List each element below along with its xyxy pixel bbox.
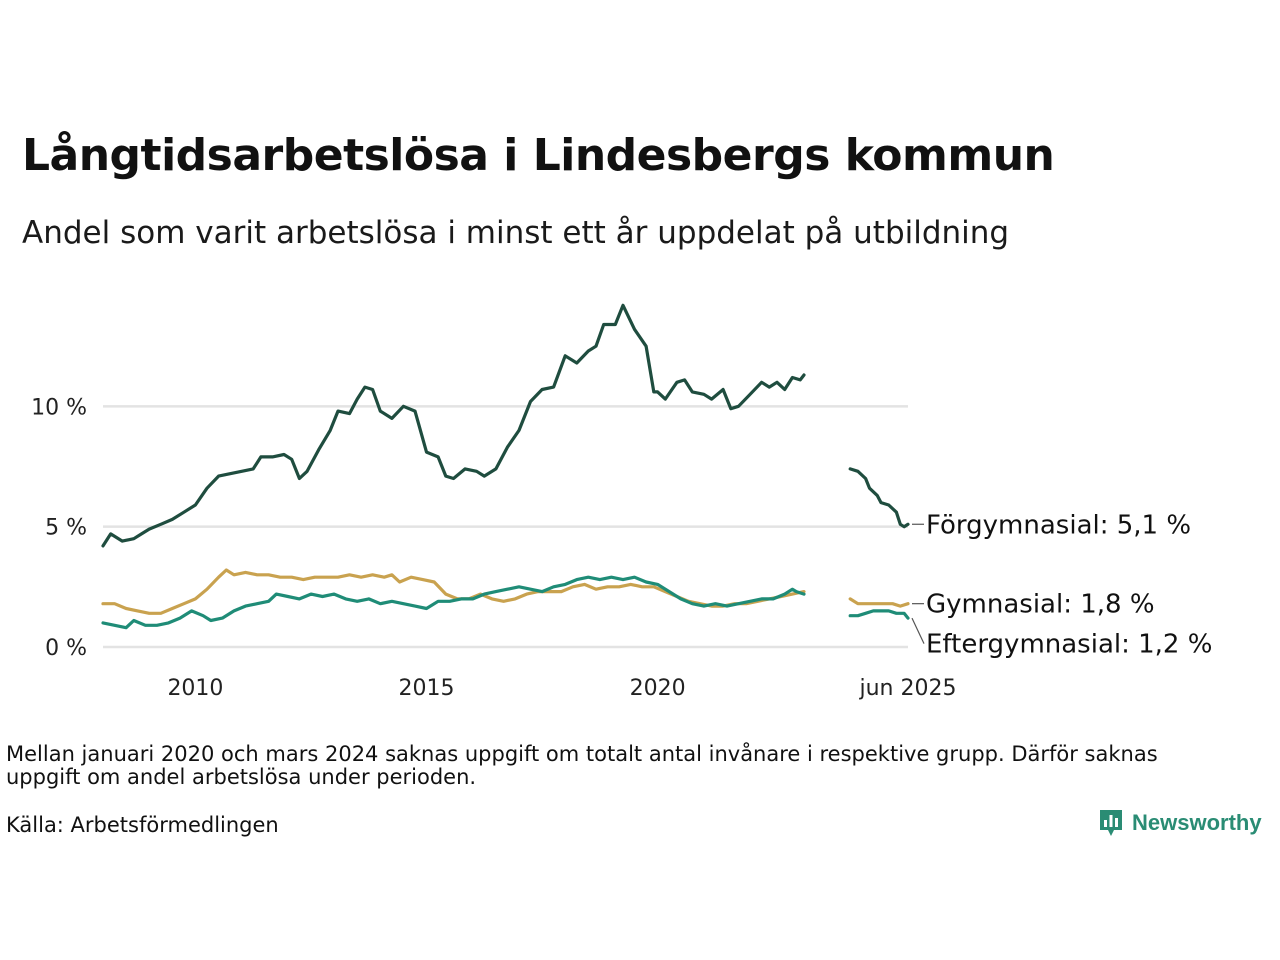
y-tick-label: 5 % [45, 516, 87, 541]
line-chart: 0 % 5 % 10 % 2010 2015 2020 jun 2025 Förgymna… [31, 303, 1212, 701]
series-line-eftergymnasial [848, 609, 910, 620]
grid-lines [103, 405, 908, 649]
x-axis-ticks: 2010 2015 2020 jun 2025 [167, 676, 956, 701]
end-label-leader [911, 617, 925, 644]
series-line-förgymnasial [848, 467, 910, 529]
series-line-eftergymnasial [101, 575, 806, 630]
chart-subtitle: Andel som varit arbetslösa i minst ett å… [22, 215, 1010, 251]
source-text: Källa: Arbetsförmedlingen [6, 813, 279, 837]
newsworthy-logo[interactable]: Newsworthy [1098, 808, 1262, 838]
series-line-gymnasial [848, 597, 910, 608]
brand-name: Newsworthy [1132, 810, 1262, 835]
y-tick-label: 10 % [31, 395, 87, 420]
end-label-förgymnasial: Förgymnasial: 5,1 % [926, 510, 1191, 540]
series-line-gymnasial [101, 568, 806, 615]
x-tick-label: 2015 [399, 676, 455, 701]
end-label-gymnasial: Gymnasial: 1,8 % [926, 590, 1155, 620]
x-tick-label: 2010 [167, 676, 223, 701]
chart-title: Långtidsarbetslösa i Lindesbergs kommun [22, 130, 1055, 181]
y-tick-label: 0 % [45, 636, 87, 661]
series-lines [101, 303, 910, 630]
bar-chart-icon [1100, 810, 1122, 836]
end-labels: Förgymnasial: 5,1 % Gymnasial: 1,8 % Efter… [911, 510, 1212, 660]
end-label-eftergymnasial: Eftergymnasial: 1,2 % [926, 630, 1212, 660]
series-line-förgymnasial [101, 303, 806, 548]
y-axis-ticks: 0 % 5 % 10 % [31, 395, 87, 661]
footnote: Mellan januari 2020 och mars 2024 saknas… [6, 742, 1158, 789]
x-tick-label: 2020 [630, 676, 686, 701]
x-tick-label: jun 2025 [859, 676, 957, 701]
